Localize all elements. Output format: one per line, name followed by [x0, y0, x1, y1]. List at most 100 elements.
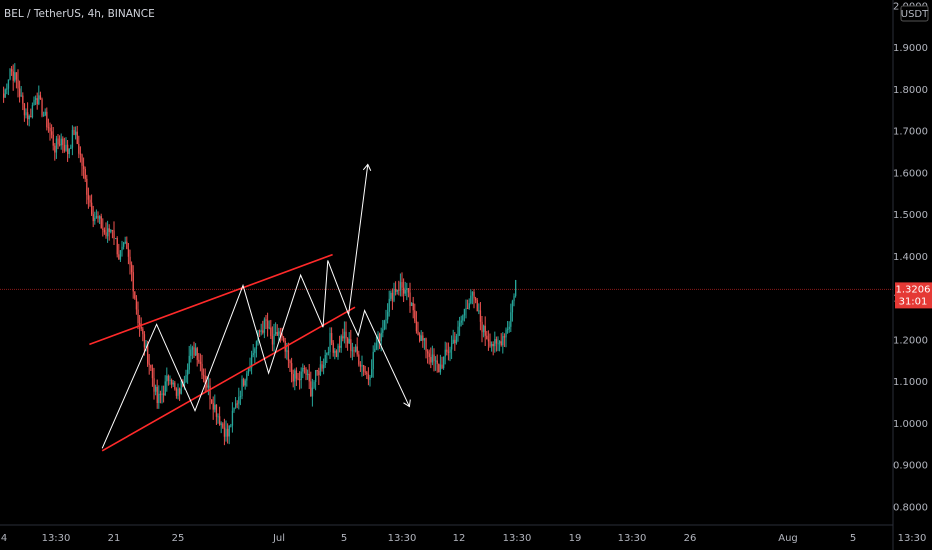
- candle-body: [143, 334, 146, 348]
- time-tick-label: 13:30: [503, 533, 532, 544]
- candle-body: [228, 426, 230, 437]
- candle-body: [345, 331, 347, 339]
- candle-body: [132, 272, 134, 292]
- candle-body: [236, 403, 238, 405]
- candle-body: [417, 331, 419, 335]
- candle-body: [195, 348, 197, 356]
- candle-body: [4, 89, 6, 98]
- candle-body: [244, 380, 246, 386]
- candle-body: [428, 353, 430, 357]
- candle-body: [159, 393, 162, 395]
- candle-body: [60, 138, 62, 146]
- candle-body: [201, 363, 203, 376]
- time-axis[interactable]: 4 13:30 21 25 Jul 5 13:30 12 13:30 19 13:30 26 Aug 5 1…: [0, 524, 926, 544]
- candle-body: [131, 264, 133, 273]
- candle-body: [401, 282, 403, 288]
- candle-body: [348, 339, 350, 344]
- candle-body: [171, 380, 173, 385]
- candle-body: [251, 354, 253, 368]
- candle-body: [502, 336, 504, 346]
- price-tick-label: 1.5000: [893, 210, 928, 221]
- candle-body: [243, 379, 245, 386]
- candle-body: [262, 330, 264, 333]
- time-tick-label: 25: [172, 533, 185, 544]
- candle-body: [455, 336, 458, 344]
- candle-body: [223, 427, 226, 437]
- channel-trendline[interactable]: [101, 306, 356, 452]
- candle-body: [503, 336, 506, 338]
- candle-body: [337, 345, 339, 357]
- candle-body: [497, 343, 499, 345]
- candle-body: [107, 228, 109, 237]
- candle-body: [91, 202, 93, 215]
- candle-body: [99, 216, 101, 219]
- candle-body: [217, 416, 219, 418]
- candle-body: [142, 328, 144, 335]
- candle-body: [324, 355, 326, 366]
- candle-body: [302, 367, 304, 372]
- candle-body: [388, 298, 390, 312]
- channel-trendline[interactable]: [89, 253, 333, 346]
- candle-body: [151, 367, 154, 379]
- candle-body: [255, 341, 258, 349]
- annotations-layer[interactable]: [89, 163, 411, 452]
- candle-body: [353, 350, 355, 352]
- candle-body: [451, 343, 453, 350]
- candle-body: [321, 364, 323, 369]
- candle-body: [67, 144, 69, 155]
- time-tick-label: 19: [569, 533, 582, 544]
- currency-badge[interactable]: [900, 5, 929, 22]
- candle-body: [164, 381, 166, 396]
- candle-body: [478, 310, 480, 312]
- candle-body: [499, 341, 501, 344]
- candle-body: [71, 129, 74, 148]
- price-tick-label: 1.8000: [893, 85, 928, 96]
- candle-body: [364, 371, 366, 373]
- candle-body: [188, 355, 190, 370]
- time-tick-label: 12: [453, 533, 466, 544]
- candle-body: [406, 288, 408, 290]
- plot-area[interactable]: [0, 63, 893, 452]
- zigzag-path[interactable]: [101, 164, 369, 449]
- candle-body: [83, 165, 85, 169]
- candle-body: [452, 339, 454, 344]
- candle-body: [215, 404, 218, 417]
- candle-body: [134, 291, 136, 299]
- candle-body: [230, 425, 232, 427]
- candle-body: [207, 385, 210, 388]
- price-tick-label: 0.9000: [893, 461, 928, 472]
- candle-body: [414, 310, 416, 322]
- candle-body: [483, 325, 485, 333]
- candle-body: [79, 153, 82, 155]
- candle-body: [105, 232, 107, 237]
- price-tick-label: 1.2000: [893, 335, 928, 346]
- candle-body: [340, 336, 342, 348]
- candle-body: [139, 323, 141, 327]
- candle-body: [17, 79, 19, 89]
- candle-body: [44, 111, 46, 116]
- candle-body: [311, 387, 314, 397]
- candle-body: [372, 351, 374, 370]
- bearish-projection-path[interactable]: [348, 309, 410, 407]
- candle-body: [87, 194, 90, 200]
- candle-body: [116, 238, 118, 255]
- candle-body: [81, 154, 83, 166]
- candle-body: [54, 145, 56, 153]
- candle-body: [47, 127, 50, 129]
- candle-body: [214, 404, 216, 410]
- candle-body: [209, 385, 211, 400]
- price-axis[interactable]: 2.00001.90001.80001.70001.60001.50001.40…: [892, 0, 932, 550]
- candle-body: [339, 345, 341, 348]
- candle-body: [212, 403, 214, 410]
- candle-body: [295, 370, 298, 379]
- candle-body: [119, 250, 122, 260]
- candle-body: [22, 95, 24, 104]
- candle-body: [7, 79, 10, 89]
- candle-body: [363, 365, 365, 372]
- candle-body: [103, 230, 106, 233]
- candle-body: [395, 289, 397, 292]
- candle-body: [447, 351, 450, 353]
- price-axis-bg: [893, 0, 932, 525]
- candle-body: [35, 98, 37, 100]
